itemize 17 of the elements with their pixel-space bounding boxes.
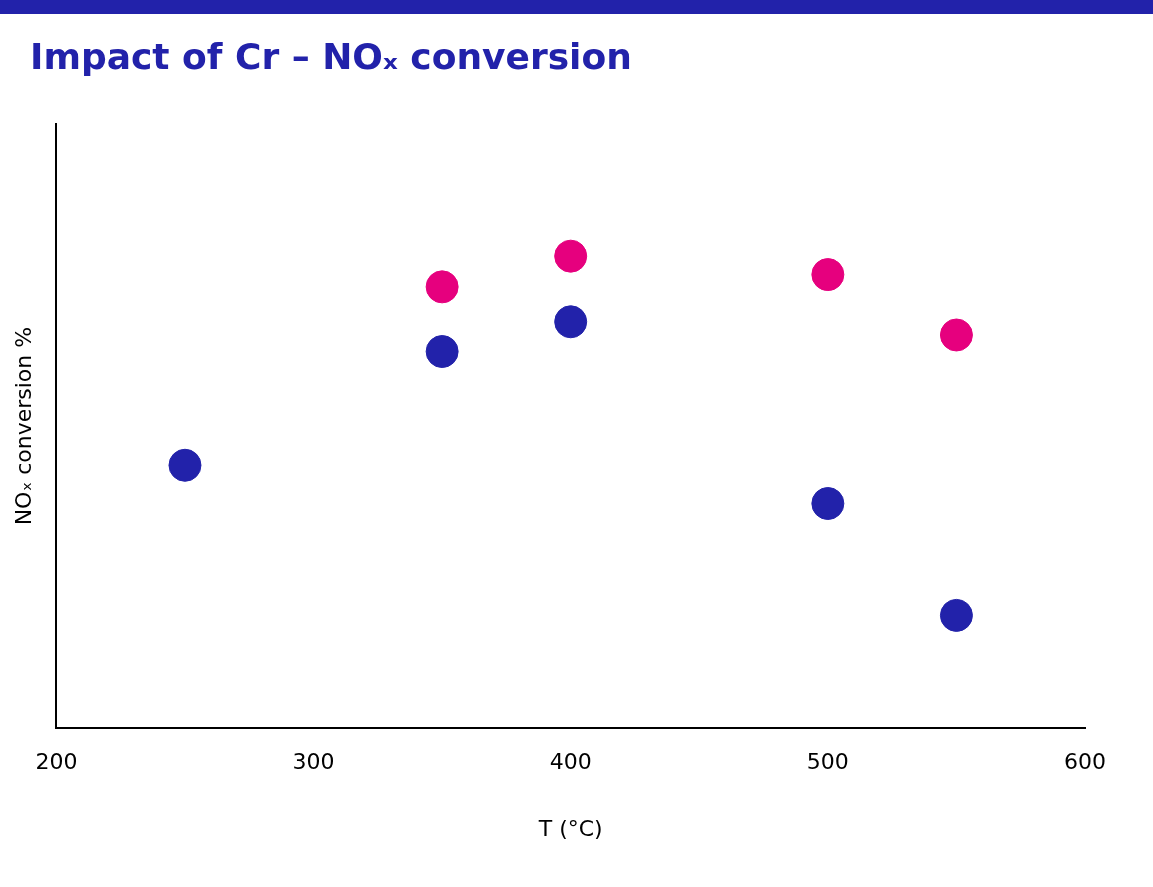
x-tick-label: 400 xyxy=(549,749,592,775)
point xyxy=(425,270,459,304)
point xyxy=(939,318,973,352)
x-tick-label: 500 xyxy=(806,749,849,775)
chart-title: Impact of Cr – NOₓ conversion xyxy=(30,36,633,77)
point xyxy=(811,258,845,292)
point xyxy=(425,335,459,369)
x-axis-title: T (°C) xyxy=(537,815,603,841)
point xyxy=(554,305,588,339)
point xyxy=(168,448,202,482)
x-tick-label: 200 xyxy=(35,749,78,775)
point xyxy=(939,598,973,632)
x-tick-label: 600 xyxy=(1064,749,1106,775)
x-tick-label: 300 xyxy=(292,749,335,775)
y-axis-title: NOₓ conversion % xyxy=(10,326,36,526)
point xyxy=(811,487,845,521)
point xyxy=(554,239,588,273)
